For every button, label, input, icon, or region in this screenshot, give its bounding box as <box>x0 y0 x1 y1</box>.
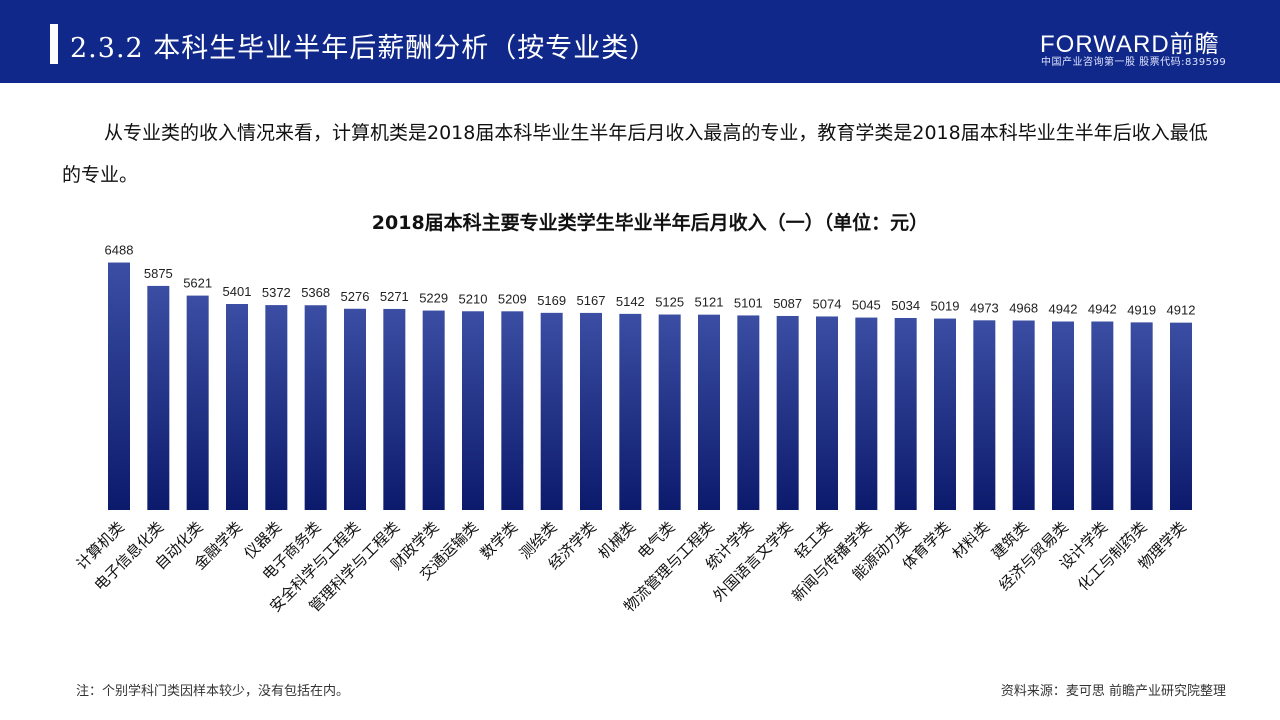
bar <box>344 308 366 510</box>
header-bar: 2.3.2 本科生毕业半年后薪酬分析（按专业类） FORWARD前瞻 中国产业咨… <box>0 0 1280 83</box>
category-label: 数学类 <box>477 518 522 563</box>
bar <box>1052 321 1074 510</box>
data-label: 5229 <box>419 291 448 306</box>
bar <box>383 308 406 510</box>
data-label: 5121 <box>695 295 724 310</box>
title-accent <box>50 24 58 64</box>
source-note: 资料来源：麦可思 前瞻产业研究院整理 <box>1000 684 1226 699</box>
data-label: 5875 <box>144 266 173 281</box>
data-label: 5401 <box>223 284 252 299</box>
data-label: 5368 <box>301 285 330 300</box>
data-label: 6488 <box>105 243 134 258</box>
data-label: 5125 <box>655 295 684 310</box>
bar <box>1130 322 1153 510</box>
footnote: 注：个别学科门类因样本较少，没有包括在内。 <box>76 684 350 699</box>
bar <box>1091 321 1114 510</box>
data-label: 4968 <box>1009 301 1038 316</box>
bar <box>147 285 170 510</box>
data-label: 5045 <box>852 298 881 313</box>
data-label: 5101 <box>734 295 763 310</box>
bar <box>619 313 642 510</box>
logo: FORWARD前瞻 <box>1040 31 1220 58</box>
data-label: 4919 <box>1127 302 1156 317</box>
logo-subtitle: 中国产业咨询第一股 股票代码:839599 <box>1041 57 1227 68</box>
data-label: 5087 <box>773 296 802 311</box>
bar <box>973 320 996 510</box>
bar <box>1170 322 1192 510</box>
bar <box>776 315 799 510</box>
data-label: 5276 <box>341 289 370 304</box>
bar <box>304 305 327 510</box>
bar <box>894 317 917 510</box>
data-label: 4942 <box>1049 301 1078 316</box>
data-label: 5271 <box>380 289 409 304</box>
bar <box>658 314 681 510</box>
chart-title: 2018届本科主要专业类学生毕业半年后月收入（一）（单位：元） <box>371 212 929 234</box>
bar <box>816 316 838 510</box>
bar <box>855 317 878 510</box>
data-label: 5034 <box>891 298 920 313</box>
bar <box>737 315 760 510</box>
data-label: 5019 <box>931 299 960 314</box>
bar <box>226 303 248 510</box>
bar <box>934 318 956 510</box>
bar <box>422 310 445 510</box>
category-label: 机械类 <box>595 518 640 563</box>
data-label: 4942 <box>1088 301 1117 316</box>
data-label: 4973 <box>970 300 999 315</box>
bar <box>462 311 484 510</box>
bar <box>1012 320 1035 510</box>
data-label: 5621 <box>183 276 212 291</box>
bar <box>698 314 720 510</box>
data-label: 5167 <box>577 293 606 308</box>
page-title: 2.3.2 本科生毕业半年后薪酬分析（按专业类） <box>70 33 658 64</box>
data-label: 5372 <box>262 285 291 300</box>
data-label: 5210 <box>459 291 488 306</box>
bar <box>501 311 524 510</box>
data-label: 5074 <box>813 296 842 311</box>
data-label: 5169 <box>537 293 566 308</box>
data-label: 4912 <box>1167 303 1196 318</box>
bar <box>265 305 288 510</box>
bar <box>580 312 602 510</box>
data-label: 5142 <box>616 294 645 309</box>
intro-text: 从专业类的收入情况来看，计算机类是2018届本科毕业生半年后月收入最高的专业，教… <box>62 122 1208 186</box>
data-label: 5209 <box>498 291 527 306</box>
bar <box>540 312 563 510</box>
category-label: 材料类 <box>949 518 994 563</box>
bar <box>186 295 209 510</box>
bar <box>108 262 130 510</box>
